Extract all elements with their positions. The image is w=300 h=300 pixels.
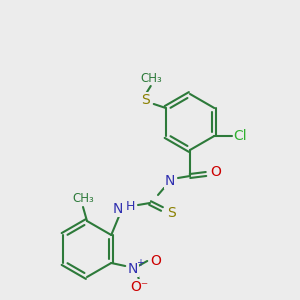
Text: +: + — [136, 258, 144, 268]
Text: O: O — [211, 165, 221, 179]
Text: S: S — [168, 206, 176, 220]
Text: CH₃: CH₃ — [140, 71, 162, 85]
Text: H: H — [125, 200, 135, 214]
Text: S: S — [141, 93, 150, 107]
Text: N: N — [128, 262, 138, 276]
Text: CH₃: CH₃ — [72, 193, 94, 206]
Text: N: N — [165, 174, 175, 188]
Text: O⁻: O⁻ — [130, 280, 148, 294]
Text: Cl: Cl — [233, 129, 247, 143]
Text: N: N — [113, 202, 123, 216]
Text: H: H — [163, 173, 173, 187]
Text: O: O — [150, 254, 161, 268]
